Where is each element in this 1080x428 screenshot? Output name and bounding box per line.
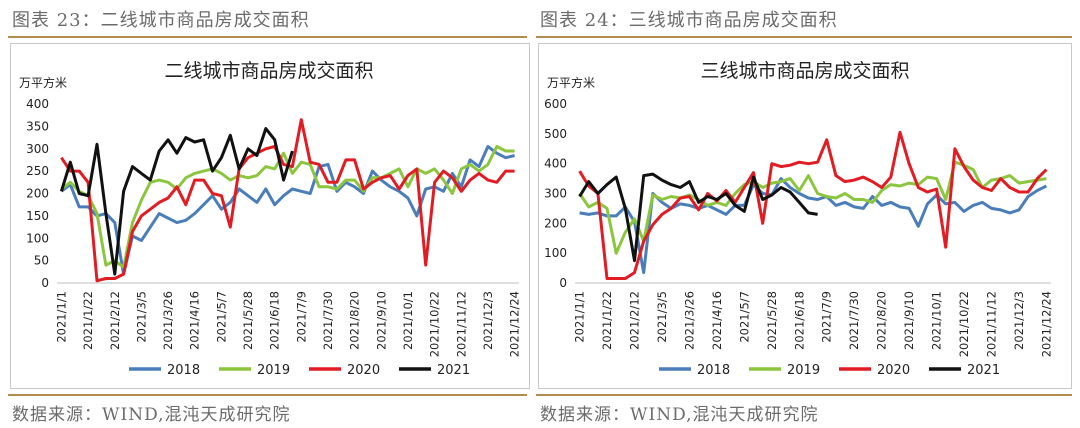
- series-line-2020: [578, 130, 1048, 280]
- x-tick-label: 2021/4/16: [188, 291, 202, 350]
- legend-label: 2018: [697, 363, 730, 378]
- y-tick-label: 350: [26, 119, 49, 133]
- series-line-2021: [578, 172, 818, 263]
- x-tick-label: 2021/1/1: [54, 291, 68, 343]
- chart-title: 三线城市商品房成交面积: [700, 60, 909, 82]
- chart-title: 二线城市商品房成交面积: [164, 60, 373, 82]
- x-tick-label: 2021/7/30: [847, 291, 861, 350]
- y-tick-label: 300: [544, 187, 567, 201]
- figure-caption-24: 图表 24：三线城市商品房成交面积: [540, 10, 838, 31]
- source-rule: [8, 394, 527, 396]
- x-tick-label: 2021/5/7: [737, 291, 751, 343]
- x-tick-label: 2021/3/26: [161, 291, 175, 350]
- x-tick-label: 2021/3/26: [682, 291, 696, 350]
- y-axis-unit: 万平方米: [19, 75, 67, 90]
- data-source: 数据来源：WIND,混沌天成研究院: [540, 405, 819, 425]
- x-tick-label: 2021/9/10: [902, 291, 916, 350]
- series-line-2020: [60, 118, 515, 283]
- legend-label: 2021: [437, 363, 470, 378]
- x-tick-label: 2021/12/3: [1012, 291, 1026, 350]
- chart-frame-23: 二线城市商品房成交面积万平方米 0 50 100 150 200 250 300 350 400 2…: [10, 43, 530, 389]
- series-line-2018: [579, 177, 1048, 275]
- series-line-2021: [59, 127, 294, 276]
- x-tick-label: 2021/6/18: [268, 291, 282, 350]
- x-tick-label: 2021/8/20: [348, 291, 362, 350]
- x-tick-label: 2021/5/28: [765, 291, 779, 350]
- chart-frame-24: 三线城市商品房成交面积万平方米 0 100 200 300 400 500 600 2021/1…: [538, 43, 1072, 389]
- x-tick-label: 2021/9/10: [374, 291, 388, 350]
- y-tick-label: 150: [26, 209, 49, 223]
- x-tick-label: 2021/7/30: [321, 291, 335, 350]
- x-tick-label: 2021/4/16: [710, 291, 724, 350]
- y-tick-label: 300: [26, 142, 49, 156]
- caption-rule: [536, 36, 1072, 38]
- y-tick-label: 400: [544, 157, 567, 171]
- x-tick-label: 2021/5/7: [214, 291, 228, 343]
- x-tick-label: 2021/5/28: [241, 291, 255, 350]
- series-line-2019: [578, 160, 1047, 255]
- y-tick-label: 0: [41, 276, 49, 290]
- data-source: 数据来源：WIND,混沌天成研究院: [12, 405, 291, 425]
- caption-rule: [8, 36, 527, 38]
- x-tick-label: 2021/12/24: [508, 291, 522, 357]
- x-tick-label: 2021/3/5: [134, 291, 148, 343]
- x-tick-label: 2021/10/22: [428, 291, 442, 357]
- y-tick-label: 50: [34, 254, 49, 268]
- y-tick-label: 200: [26, 187, 49, 201]
- legend-label: 2019: [787, 363, 820, 378]
- y-tick-label: 0: [559, 276, 567, 290]
- x-tick-label: 2021/10/22: [957, 291, 971, 357]
- y-tick-label: 250: [26, 164, 49, 178]
- x-tick-label: 2021/7/9: [294, 291, 308, 343]
- x-tick-label: 2021/2/12: [628, 291, 642, 350]
- y-tick-label: 100: [26, 231, 49, 245]
- x-tick-label: 2021/10/1: [930, 291, 944, 350]
- y-axis-unit: 万平方米: [547, 75, 595, 90]
- figure-caption-23: 图表 23：二线城市商品房成交面积: [12, 10, 310, 31]
- x-tick-label: 2021/11/12: [454, 291, 468, 357]
- x-tick-label: 2021/1/1: [573, 291, 587, 343]
- y-tick-label: 200: [544, 216, 567, 230]
- x-tick-label: 2021/1/22: [600, 291, 614, 350]
- legend-label: 2019: [257, 363, 290, 378]
- x-tick-label: 2021/12/3: [481, 291, 495, 350]
- legend-label: 2020: [877, 363, 910, 378]
- x-tick-label: 2021/3/5: [655, 291, 669, 343]
- legend-label: 2018: [167, 363, 200, 378]
- series-line-2018: [60, 145, 515, 276]
- x-tick-label: 2021/10/1: [401, 291, 415, 350]
- x-tick-label: 2021/6/18: [792, 291, 806, 350]
- x-tick-label: 2021/2/12: [108, 291, 122, 350]
- x-tick-label: 2021/1/22: [81, 291, 95, 350]
- legend-label: 2021: [967, 363, 1000, 378]
- source-rule: [536, 394, 1072, 396]
- legend-label: 2020: [347, 363, 380, 378]
- y-tick-label: 100: [544, 246, 567, 260]
- y-tick-label: 600: [544, 97, 567, 111]
- x-tick-label: 2021/11/12: [985, 291, 999, 357]
- x-tick-label: 2021/12/24: [1039, 291, 1053, 357]
- x-tick-label: 2021/8/20: [875, 291, 889, 350]
- x-tick-label: 2021/7/9: [820, 291, 834, 343]
- y-tick-label: 400: [26, 97, 49, 111]
- y-tick-label: 500: [544, 127, 567, 141]
